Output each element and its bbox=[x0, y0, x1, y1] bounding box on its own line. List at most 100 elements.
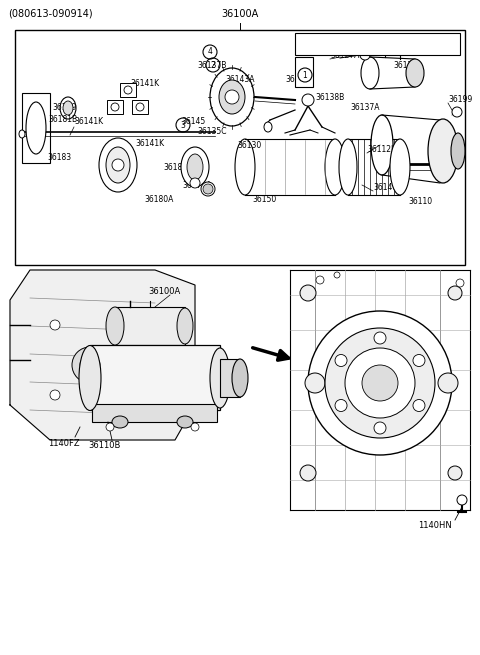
Text: NOTE: NOTE bbox=[365, 33, 390, 41]
Circle shape bbox=[124, 86, 132, 94]
Bar bbox=[120, 83, 136, 97]
Bar bbox=[115, 307, 185, 345]
Text: 3: 3 bbox=[180, 121, 185, 130]
Ellipse shape bbox=[219, 80, 245, 114]
Text: 36102: 36102 bbox=[285, 75, 309, 84]
Circle shape bbox=[136, 103, 144, 111]
Circle shape bbox=[50, 390, 60, 400]
Text: 36137A: 36137A bbox=[350, 103, 380, 113]
Circle shape bbox=[125, 320, 135, 330]
Ellipse shape bbox=[406, 59, 424, 87]
Ellipse shape bbox=[428, 119, 458, 183]
Circle shape bbox=[456, 279, 464, 287]
Circle shape bbox=[413, 354, 425, 367]
Text: 36100A: 36100A bbox=[148, 288, 180, 297]
Ellipse shape bbox=[371, 115, 393, 175]
Ellipse shape bbox=[60, 97, 76, 119]
Text: 36110: 36110 bbox=[408, 198, 432, 206]
Text: 36127A: 36127A bbox=[330, 50, 360, 60]
Circle shape bbox=[308, 311, 452, 455]
Circle shape bbox=[316, 276, 324, 284]
Text: 36182: 36182 bbox=[163, 162, 187, 172]
Circle shape bbox=[125, 390, 135, 400]
Circle shape bbox=[190, 178, 200, 188]
Circle shape bbox=[448, 466, 462, 480]
Circle shape bbox=[335, 354, 347, 367]
Bar bbox=[132, 100, 148, 114]
Ellipse shape bbox=[99, 138, 137, 192]
Text: 36183: 36183 bbox=[47, 153, 71, 162]
Text: 36120: 36120 bbox=[393, 60, 417, 69]
Ellipse shape bbox=[210, 68, 254, 126]
Ellipse shape bbox=[26, 102, 46, 154]
Circle shape bbox=[72, 347, 108, 383]
Text: 36145: 36145 bbox=[181, 117, 205, 126]
Text: 36170A: 36170A bbox=[182, 181, 212, 189]
Text: 36141K: 36141K bbox=[135, 138, 164, 147]
Circle shape bbox=[106, 423, 114, 431]
Circle shape bbox=[80, 355, 100, 375]
Text: 36143A: 36143A bbox=[225, 75, 254, 84]
Bar bbox=[107, 100, 123, 114]
Text: 36112H: 36112H bbox=[367, 145, 397, 155]
Circle shape bbox=[374, 422, 386, 434]
Ellipse shape bbox=[201, 182, 215, 196]
Text: 1140HN: 1140HN bbox=[418, 521, 452, 529]
Circle shape bbox=[300, 465, 316, 481]
Text: 1: 1 bbox=[302, 71, 307, 79]
Ellipse shape bbox=[451, 133, 465, 169]
Ellipse shape bbox=[339, 139, 357, 195]
Text: 36141K: 36141K bbox=[74, 117, 103, 126]
Text: 36180A: 36180A bbox=[144, 195, 173, 204]
Text: 36138B: 36138B bbox=[315, 92, 344, 102]
Ellipse shape bbox=[361, 57, 379, 89]
Text: 4: 4 bbox=[207, 48, 213, 56]
Ellipse shape bbox=[177, 416, 193, 428]
Ellipse shape bbox=[390, 139, 410, 195]
Ellipse shape bbox=[106, 307, 124, 345]
Circle shape bbox=[305, 373, 325, 393]
Ellipse shape bbox=[106, 147, 130, 183]
Circle shape bbox=[335, 400, 347, 411]
Circle shape bbox=[225, 90, 239, 104]
Bar bbox=[220, 359, 240, 397]
Text: 36110B: 36110B bbox=[88, 441, 120, 451]
Text: 1140FZ: 1140FZ bbox=[48, 438, 80, 447]
Text: 36137B: 36137B bbox=[197, 60, 227, 69]
Circle shape bbox=[360, 50, 370, 60]
Text: 36150: 36150 bbox=[252, 195, 276, 204]
Ellipse shape bbox=[235, 139, 255, 195]
Circle shape bbox=[112, 159, 124, 171]
Ellipse shape bbox=[187, 154, 203, 180]
Ellipse shape bbox=[63, 101, 73, 115]
Ellipse shape bbox=[325, 139, 345, 195]
Text: THE NO. 36140 : ①~④: THE NO. 36140 : ①~④ bbox=[335, 43, 420, 52]
Circle shape bbox=[448, 286, 462, 300]
Text: (080613-090914): (080613-090914) bbox=[8, 9, 93, 19]
Ellipse shape bbox=[181, 147, 209, 187]
Ellipse shape bbox=[79, 345, 101, 411]
Bar bbox=[92, 404, 217, 422]
Text: 36199: 36199 bbox=[448, 96, 472, 105]
Bar bbox=[15, 30, 465, 265]
Circle shape bbox=[191, 423, 199, 431]
Text: 36135C: 36135C bbox=[197, 128, 227, 136]
Text: 36181B: 36181B bbox=[48, 115, 77, 124]
Text: 36130: 36130 bbox=[237, 141, 261, 149]
Text: 36146A: 36146A bbox=[373, 183, 403, 191]
Circle shape bbox=[50, 320, 60, 330]
Text: 36139: 36139 bbox=[52, 102, 76, 111]
Circle shape bbox=[413, 400, 425, 411]
Circle shape bbox=[203, 184, 213, 194]
Bar bbox=[295, 33, 460, 55]
Ellipse shape bbox=[112, 416, 128, 428]
Circle shape bbox=[111, 103, 119, 111]
Ellipse shape bbox=[264, 122, 272, 132]
Ellipse shape bbox=[210, 348, 230, 408]
Circle shape bbox=[300, 285, 316, 301]
Circle shape bbox=[438, 373, 458, 393]
Circle shape bbox=[302, 94, 314, 106]
Bar bbox=[295, 57, 313, 87]
Circle shape bbox=[362, 365, 398, 401]
Ellipse shape bbox=[232, 359, 248, 397]
